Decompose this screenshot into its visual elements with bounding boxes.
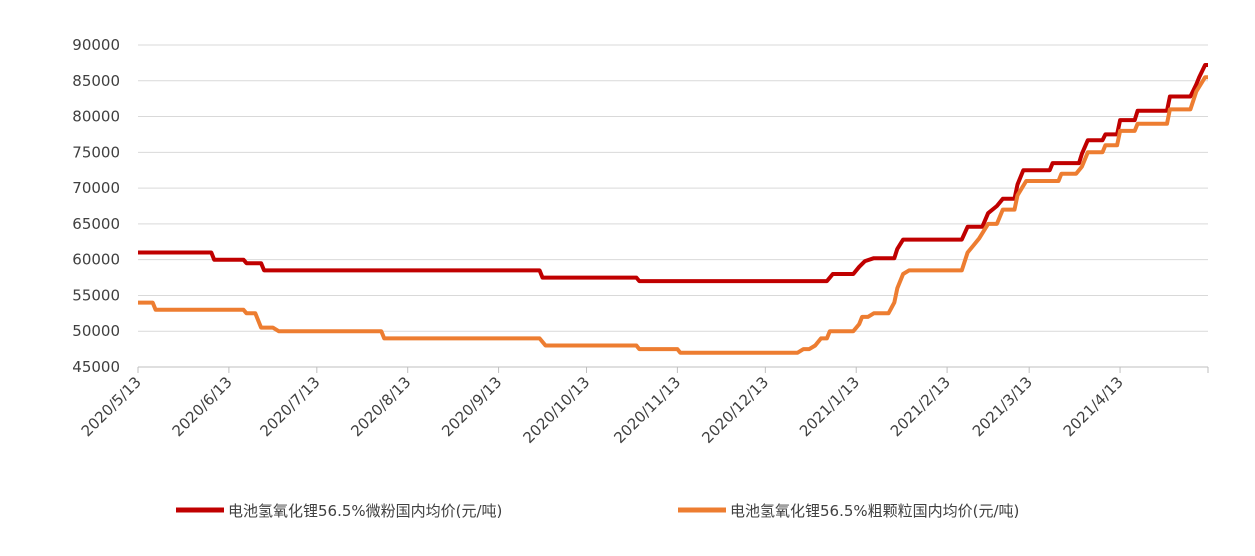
x-tick-label: 2020/9/13 bbox=[438, 373, 505, 440]
x-tick-label: 2020/10/13 bbox=[519, 373, 593, 447]
x-tick-label: 2021/4/13 bbox=[1060, 373, 1127, 440]
x-tick-label: 2020/11/13 bbox=[610, 373, 684, 447]
y-tick-label: 55000 bbox=[72, 286, 120, 304]
x-tick-label: 2020/8/13 bbox=[347, 373, 414, 440]
y-tick-label: 70000 bbox=[72, 179, 120, 197]
data-line bbox=[138, 63, 1208, 284]
y-tick-label: 75000 bbox=[72, 143, 120, 161]
x-tick-label: 2020/12/13 bbox=[698, 373, 772, 447]
legend-label: 电池氢氧化锂56.5%微粉国内均价(元/吨) bbox=[228, 502, 502, 520]
y-tick-label: 60000 bbox=[72, 251, 120, 269]
x-tick-label: 2021/3/13 bbox=[969, 373, 1036, 440]
y-tick-label: 65000 bbox=[72, 215, 120, 233]
y-tick-label: 45000 bbox=[72, 358, 120, 376]
data-line bbox=[138, 75, 1208, 355]
y-tick-label: 80000 bbox=[72, 108, 120, 126]
y-tick-label: 50000 bbox=[72, 322, 120, 340]
x-tick-label: 2020/7/13 bbox=[257, 373, 324, 440]
legend-label: 电池氢氧化锂56.5%粗颗粒国内均价(元/吨) bbox=[730, 502, 1019, 520]
x-tick-label: 2020/5/13 bbox=[78, 373, 145, 440]
x-tick-label: 2021/2/13 bbox=[887, 373, 954, 440]
y-tick-label: 90000 bbox=[72, 36, 120, 54]
x-tick-label: 2020/6/13 bbox=[169, 373, 236, 440]
x-tick-label: 2021/1/13 bbox=[796, 373, 863, 440]
y-tick-label: 85000 bbox=[72, 72, 120, 90]
